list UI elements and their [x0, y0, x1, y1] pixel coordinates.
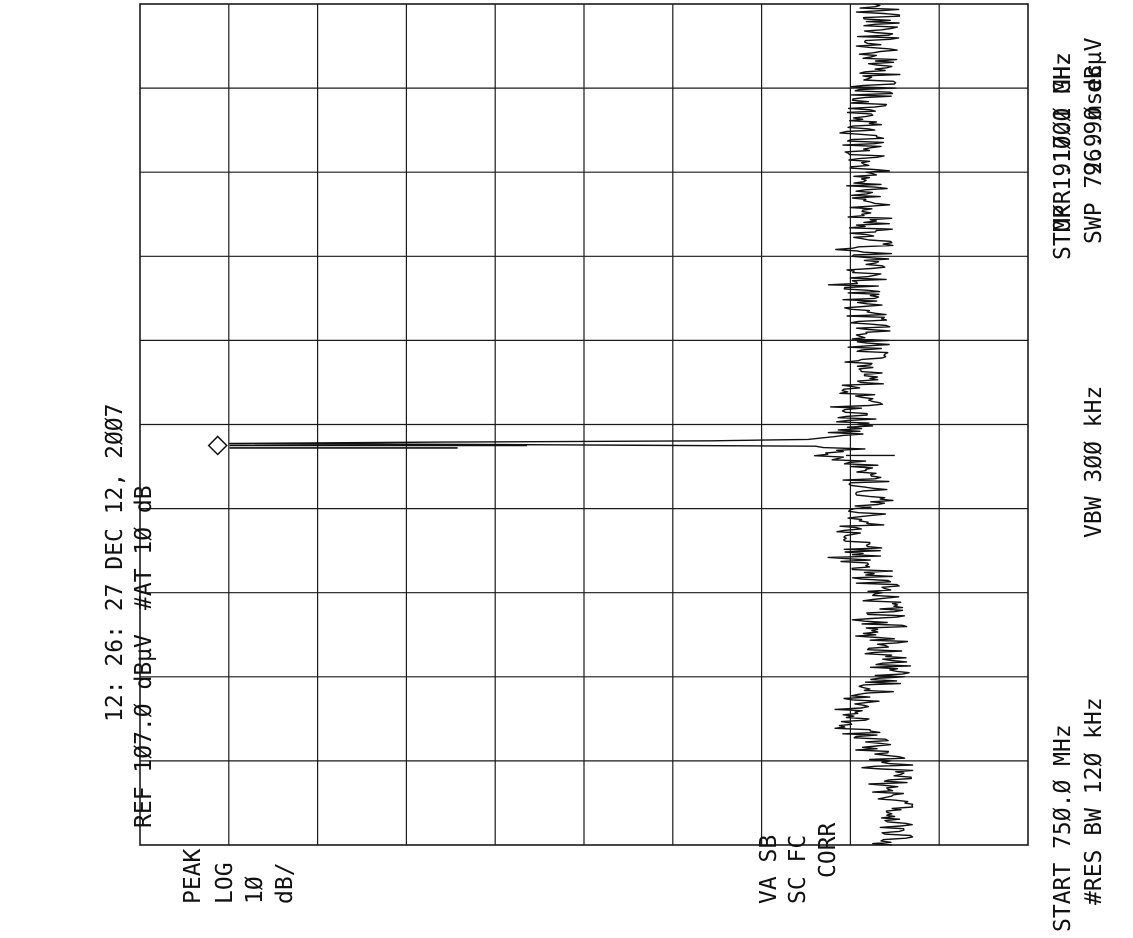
trace-line	[229, 3, 914, 846]
scale-type-label: LOG	[212, 862, 238, 904]
ref-level-label: REF 1Ø7.Ø dBµV	[131, 634, 157, 828]
sweep-time-label: SWP 72.9 msec	[1081, 63, 1107, 244]
scale-value-label: 1Ø	[242, 876, 268, 904]
scale-unit-label: dB/	[272, 862, 298, 904]
marker-layer	[207, 435, 228, 456]
trace-layer	[229, 3, 914, 846]
attenuation-label: #AT 1Ø dB	[131, 485, 157, 610]
resolution-bandwidth-label: #RES BW 12Ø kHz	[1081, 697, 1107, 905]
flags-label-3: CORR	[815, 822, 841, 878]
timestamp-label: 12: 26: 27 DEC 12, 2ØØ7	[102, 403, 128, 723]
marker-diamond-icon	[207, 435, 228, 456]
detector-label: PEAK	[180, 848, 206, 904]
flags-label-1: VA SB	[756, 834, 782, 904]
video-bandwidth-label: VBW 3ØØ kHz	[1081, 385, 1107, 538]
flags-label-2: SC FC	[785, 834, 811, 904]
stop-frequency-label: STOP 1.1ØØØ GHz	[1050, 52, 1076, 260]
graticule	[139, 3, 1029, 846]
start-frequency-label: START 75Ø.Ø MHz	[1050, 724, 1076, 932]
